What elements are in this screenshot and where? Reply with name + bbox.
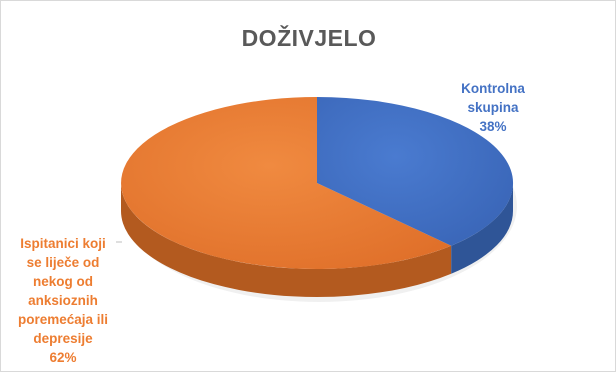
label-line: skupina <box>467 100 519 115</box>
pie-side-kontrolna <box>451 183 513 274</box>
label-line: poremećaja ili <box>17 312 109 327</box>
label-line: Ispitanici koji <box>20 236 106 251</box>
pie-slice-ispitanici[interactable] <box>121 97 452 269</box>
label-line: anksioznih <box>28 293 98 308</box>
label-percent: 62% <box>49 350 77 365</box>
pie-side-ispitanici <box>120 183 452 298</box>
label-line: Kontrolna <box>461 81 525 96</box>
data-label-kontrolna: Kontrolna skupina 38% <box>453 79 533 136</box>
chart-title: DOŽIVJELO <box>241 25 377 51</box>
label-line: se liječe od <box>26 255 100 270</box>
label-percent: 38% <box>479 119 507 134</box>
pie-slice-kontrolna[interactable] <box>317 97 514 246</box>
label-line: depresije <box>33 331 93 346</box>
data-label-ispitanici: Ispitanici koji se liječe od nekog od an… <box>9 234 117 367</box>
label-line: nekog od <box>33 274 93 289</box>
